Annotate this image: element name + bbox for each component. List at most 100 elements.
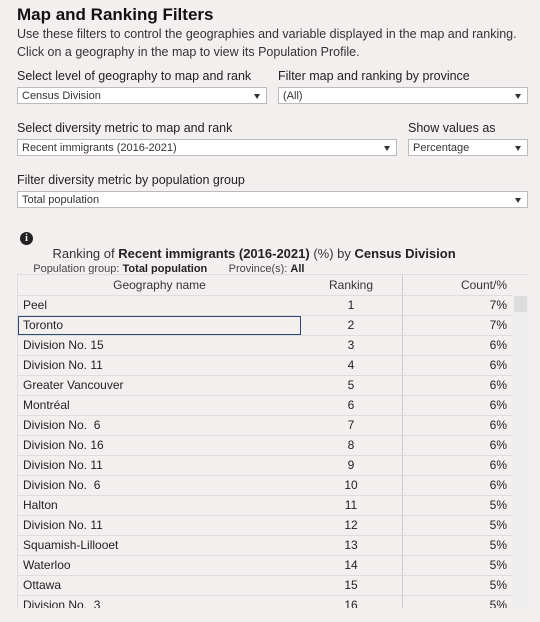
filter-label: Filter map and ranking by province — [278, 69, 470, 83]
cell[interactable]: 10 — [344, 478, 358, 492]
row-line — [18, 335, 512, 336]
cell[interactable]: 5% — [489, 578, 507, 592]
cell[interactable]: Montréal — [23, 398, 70, 412]
dropdown[interactable]: Recent immigrants (2016-2021) — [17, 139, 397, 156]
cell[interactable]: Squamish-Lillooet — [23, 538, 119, 552]
cell[interactable]: 1 — [347, 298, 355, 312]
cell[interactable]: 7 — [347, 418, 355, 432]
cell[interactable]: Division No. 11 — [23, 458, 103, 472]
dropdown-arrow[interactable] — [384, 146, 390, 151]
metric: Recent immigrants (2016-2021) — [118, 246, 310, 261]
cell[interactable]: 7% — [489, 298, 507, 312]
ranking-table: Geography name Ranking Count/% Peel 1 7% To… — [17, 274, 529, 608]
cell[interactable]: 6% — [489, 338, 507, 352]
column-header[interactable]: Count/% — [460, 278, 507, 292]
scrollbar[interactable] — [512, 295, 529, 608]
cell[interactable]: 6% — [489, 458, 507, 472]
cell[interactable]: 6% — [489, 358, 507, 372]
label: Population group: — [33, 263, 120, 275]
row-line — [18, 595, 512, 596]
cell[interactable]: 5% — [489, 518, 507, 532]
cell[interactable]: Ottawa — [23, 578, 62, 592]
selection-box — [18, 316, 301, 335]
ranking-title: Ranking of Recent immigrants (2016-2021)… — [38, 231, 456, 276]
cell[interactable]: Division No. 6 — [23, 478, 101, 492]
title: Map and Ranking Filters — [17, 5, 214, 24]
cell[interactable]: 11 — [344, 498, 358, 512]
cell[interactable]: 6% — [489, 438, 507, 452]
description: Use these filters to control the geograp… — [17, 27, 517, 41]
column-header[interactable]: Ranking — [328, 278, 374, 292]
cell[interactable]: 16 — [344, 598, 358, 608]
cell[interactable]: 6% — [489, 378, 507, 392]
cell[interactable]: Division No. 11 — [23, 518, 103, 532]
filter-label: Show values as — [408, 121, 496, 135]
value: Total population — [122, 263, 208, 275]
cell[interactable]: 5% — [489, 538, 507, 552]
dropdown[interactable]: Census Division — [17, 87, 267, 104]
cell[interactable]: 6% — [489, 478, 507, 492]
row-line — [18, 435, 512, 436]
row-line — [18, 555, 512, 556]
cell[interactable]: 6% — [489, 418, 507, 432]
dropdown-arrow[interactable] — [515, 146, 521, 151]
dropdown-arrow[interactable] — [515, 198, 521, 203]
dropdown-arrow[interactable] — [254, 94, 260, 99]
cell[interactable]: 13 — [344, 538, 358, 552]
cell[interactable]: 15 — [344, 578, 358, 592]
text: (%) by — [313, 246, 351, 261]
cell[interactable]: 5% — [489, 498, 507, 512]
row-line — [18, 355, 512, 356]
filter-label: Select diversity metric to map and rank — [17, 121, 233, 135]
dropdown[interactable]: (All) — [278, 87, 528, 104]
row-line — [18, 495, 512, 496]
cell[interactable]: Peel — [23, 298, 48, 312]
column-header[interactable]: Geography name — [113, 278, 206, 292]
label: Province(s): — [228, 263, 288, 275]
row-line — [18, 535, 512, 536]
cell[interactable]: Greater Vancouver — [23, 378, 124, 392]
cell[interactable]: 9 — [347, 458, 355, 472]
cell[interactable]: Division No. 16 — [23, 438, 104, 452]
cell[interactable]: 14 — [344, 558, 358, 572]
cell[interactable]: 7% — [489, 318, 507, 332]
row-line — [18, 515, 512, 516]
text: Ranking of — [52, 246, 115, 261]
row-line — [18, 475, 512, 476]
cell[interactable]: 6% — [489, 398, 507, 412]
cell[interactable]: 3 — [347, 338, 355, 352]
header-line — [18, 295, 512, 296]
cell[interactable]: Division No. 11 — [23, 358, 103, 372]
row-line — [18, 455, 512, 456]
cell[interactable]: Division No. 6 — [23, 418, 101, 432]
dropdown[interactable]: Total population — [17, 191, 528, 208]
cell[interactable]: 8 — [347, 438, 355, 452]
filter-label: Filter diversity metric by population gr… — [17, 173, 245, 187]
cell[interactable]: Division No. 3 — [23, 598, 101, 608]
column-divider — [402, 275, 403, 608]
cell[interactable]: 6 — [347, 398, 355, 412]
value: All — [290, 263, 305, 275]
row-line — [18, 395, 512, 396]
description: Click on a geography in the map to view … — [17, 45, 360, 59]
cell[interactable]: 5% — [489, 598, 507, 608]
cell[interactable]: Toronto — [23, 318, 64, 332]
cell[interactable]: 2 — [347, 318, 355, 332]
cell[interactable]: 5% — [489, 558, 507, 572]
dropdown-arrow[interactable] — [515, 94, 521, 99]
ranking-subtitle: Population group: Total population Provi… — [21, 251, 304, 287]
cell[interactable]: 4 — [347, 358, 355, 372]
cell[interactable]: Halton — [23, 498, 58, 512]
info-icon[interactable]: i — [20, 232, 33, 245]
row-line — [18, 415, 512, 416]
dropdown[interactable]: Percentage — [408, 139, 528, 156]
cell[interactable]: 12 — [344, 518, 358, 532]
row-line — [18, 375, 512, 376]
cell[interactable]: 5 — [347, 378, 355, 392]
scrollbar-thumb[interactable] — [514, 296, 527, 312]
cell[interactable]: Division No. 15 — [23, 338, 104, 352]
filter-label: Select level of geography to map and ran… — [17, 69, 252, 83]
cell[interactable]: Waterloo — [23, 558, 71, 572]
geography: Census Division — [354, 246, 456, 261]
